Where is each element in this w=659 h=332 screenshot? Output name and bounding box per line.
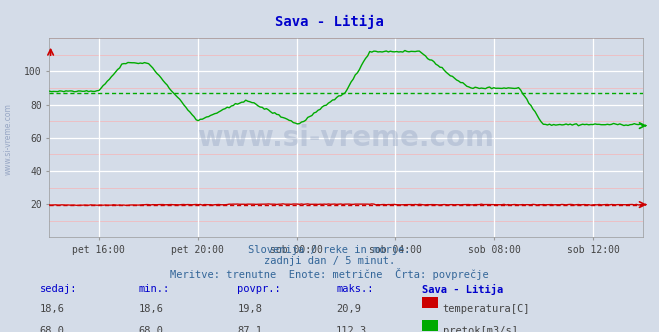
- Text: 68,0: 68,0: [138, 326, 163, 332]
- Text: Sava - Litija: Sava - Litija: [275, 15, 384, 29]
- Bar: [422, 297, 438, 308]
- Text: Meritve: trenutne  Enote: metrične  Črta: povprečje: Meritve: trenutne Enote: metrične Črta: …: [170, 268, 489, 280]
- Text: Sava - Litija: Sava - Litija: [422, 284, 503, 295]
- Text: zadnji dan / 5 minut.: zadnji dan / 5 minut.: [264, 256, 395, 266]
- Text: www.si-vreme.com: www.si-vreme.com: [3, 104, 13, 175]
- Text: 112,3: 112,3: [336, 326, 367, 332]
- Text: 20,9: 20,9: [336, 304, 361, 314]
- Text: 87,1: 87,1: [237, 326, 262, 332]
- Text: Slovenija / reke in morje.: Slovenija / reke in morje.: [248, 245, 411, 255]
- Text: temperatura[C]: temperatura[C]: [443, 304, 530, 314]
- Bar: [422, 320, 438, 331]
- Text: maks.:: maks.:: [336, 284, 374, 294]
- Text: povpr.:: povpr.:: [237, 284, 281, 294]
- Text: 18,6: 18,6: [138, 304, 163, 314]
- Text: 68,0: 68,0: [40, 326, 65, 332]
- Text: pretok[m3/s]: pretok[m3/s]: [443, 326, 518, 332]
- Text: 19,8: 19,8: [237, 304, 262, 314]
- Text: min.:: min.:: [138, 284, 169, 294]
- Text: www.si-vreme.com: www.si-vreme.com: [198, 124, 494, 152]
- Text: sedaj:: sedaj:: [40, 284, 77, 294]
- Text: 18,6: 18,6: [40, 304, 65, 314]
